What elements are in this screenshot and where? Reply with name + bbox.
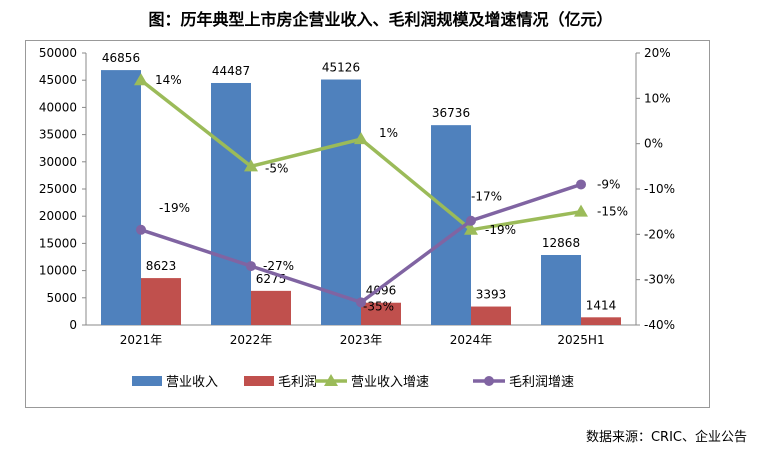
legend-swatch [132, 376, 162, 386]
triangle-marker [464, 222, 478, 235]
bar-revenue [541, 254, 581, 325]
bar-data-label: 46856 [102, 51, 140, 65]
left-tick-label: 50000 [39, 46, 77, 60]
bar-gross-profit [471, 306, 511, 325]
line-data-label: -35% [363, 299, 394, 313]
x-tick-label: 2021年 [120, 333, 163, 347]
line-data-label: 14% [155, 73, 182, 87]
line-data-label: -5% [265, 161, 288, 175]
right-tick-label: -40% [644, 318, 675, 332]
triangle-marker [244, 159, 258, 172]
left-tick-label: 5000 [46, 291, 77, 305]
right-tick-label: -30% [644, 273, 675, 287]
legend-label: 营业收入 [166, 375, 218, 390]
legend-triangle-icon [324, 374, 338, 386]
line-data-label: -19% [159, 201, 190, 215]
bar-revenue [211, 82, 251, 325]
left-tick-label: 10000 [39, 264, 77, 278]
right-tick-label: 10% [644, 91, 671, 105]
circle-marker [136, 224, 146, 235]
bar-revenue [321, 79, 361, 325]
legend-label: 营业收入增速 [351, 375, 429, 390]
bar-data-label: 44487 [212, 64, 250, 78]
right-tick-label: -20% [644, 227, 675, 241]
left-tick-label: 45000 [39, 73, 77, 87]
legend-circle-icon [484, 376, 494, 386]
bar-gross-profit [141, 278, 181, 325]
line-data-label: -19% [485, 223, 516, 237]
left-tick-label: 40000 [39, 100, 77, 114]
bar-revenue [101, 70, 141, 325]
bar-gross-profit [361, 302, 401, 325]
left-tick-label: 30000 [39, 155, 77, 169]
bar-gross-profit [251, 290, 291, 325]
x-tick-label: 2022年 [230, 333, 273, 347]
x-tick-label: 2025H1 [557, 333, 604, 347]
triangle-marker [134, 73, 148, 86]
circle-marker [466, 215, 476, 226]
right-tick-label: -10% [644, 182, 675, 196]
line-data-label: 1% [379, 126, 398, 140]
line-data-label: -27% [263, 259, 294, 273]
line-data-label: -9% [597, 177, 620, 191]
left-tick-label: 20000 [39, 209, 77, 223]
chart-title: 图：历年典型上市房企营业收入、毛利润规模及增速情况（亿元） [148, 10, 613, 29]
right-tick-label: 20% [644, 46, 671, 60]
legend-swatch [244, 376, 274, 386]
chart-frame [25, 40, 710, 408]
line-data-label: -17% [471, 190, 502, 204]
left-tick-label: 0 [69, 318, 77, 332]
legend-label: 毛利润增速 [509, 375, 574, 390]
circle-marker [246, 261, 256, 272]
left-tick-label: 35000 [39, 128, 77, 142]
left-tick-label: 25000 [39, 182, 77, 196]
source-note: 数据来源：CRIC、企业公告 [585, 430, 747, 445]
bar-data-label: 36736 [432, 106, 470, 120]
bar-data-label: 3393 [476, 288, 507, 302]
bar-data-label: 1414 [586, 298, 617, 312]
bar-data-label: 8623 [146, 259, 177, 273]
left-tick-label: 15000 [39, 236, 77, 250]
circle-marker [576, 179, 586, 190]
circle-marker [356, 297, 366, 308]
bar-gross-profit [581, 317, 621, 325]
legend-label: 毛利润 [278, 375, 317, 390]
x-tick-label: 2024年 [450, 333, 493, 347]
triangle-marker [354, 132, 368, 145]
triangle-marker [574, 204, 588, 217]
bar-data-label: 12868 [542, 236, 580, 250]
line-data-label: -15% [597, 205, 628, 219]
bar-data-label: 45126 [322, 61, 360, 75]
right-tick-label: 0% [644, 137, 663, 151]
x-tick-label: 2023年 [340, 333, 383, 347]
